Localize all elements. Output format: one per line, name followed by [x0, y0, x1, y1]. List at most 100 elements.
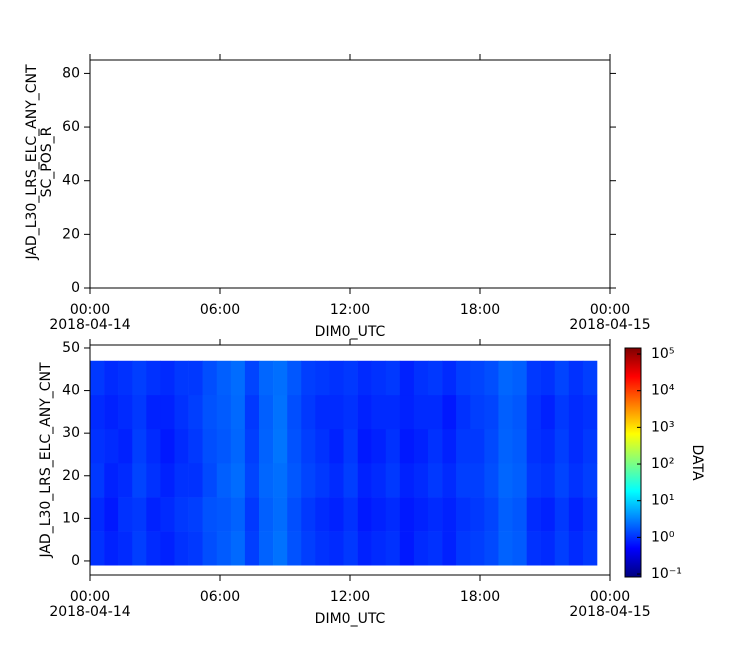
heatmap-cell: [385, 462, 401, 498]
heatmap-cell: [512, 360, 527, 396]
heatmap-cell: [568, 497, 584, 532]
heatmap-cell: [484, 394, 499, 430]
heatmap-cell: [188, 360, 203, 396]
heatmap-cell: [188, 462, 203, 498]
heatmap-cell: [582, 428, 598, 464]
heatmap-cell: [104, 497, 119, 532]
heatmap-cell: [329, 394, 344, 430]
heatmap-cell: [202, 497, 218, 532]
heatmap-cell: [90, 462, 105, 498]
heatmap-cell: [160, 360, 175, 396]
heatmap-cell: [230, 462, 246, 498]
heatmap-cell: [160, 497, 175, 532]
heatmap-cell: [470, 394, 485, 430]
heatmap-cell: [273, 428, 288, 464]
heatmap-cell: [202, 531, 218, 566]
y-tick-label: 20: [62, 468, 80, 484]
heatmap-cell: [399, 497, 415, 532]
heatmap-cell: [301, 360, 316, 396]
heatmap-cell: [442, 462, 457, 498]
heatmap-cell: [498, 462, 513, 498]
heatmap-cell: [259, 428, 274, 464]
y-axis-label: JAD_L30_LRS_ELC_ANY_CNT: [24, 64, 40, 261]
heatmap-cell: [329, 497, 344, 532]
heatmap-cell: [456, 394, 471, 430]
x-tick-date: 2018-04-15: [569, 317, 650, 333]
heatmap-cell: [413, 394, 429, 430]
heatmap-cell: [582, 531, 598, 566]
heatmap-cell: [582, 497, 598, 532]
heatmap-cell: [174, 428, 189, 464]
heatmap-cell: [216, 428, 232, 464]
heatmap-cell: [273, 462, 288, 498]
colorbar: [624, 347, 642, 578]
heatmap-cell: [357, 394, 372, 430]
heatmap-cell: [554, 462, 570, 498]
heatmap-cell: [216, 394, 232, 430]
heatmap-cell: [118, 394, 133, 430]
y-tick-label: 30: [62, 425, 80, 441]
heatmap-cell: [188, 428, 203, 464]
heatmap-cell: [343, 360, 358, 396]
heatmap-cell: [146, 531, 161, 566]
heatmap-cell: [343, 394, 358, 430]
heatmap-cell: [244, 360, 260, 396]
heatmap-cell: [259, 462, 274, 498]
heatmap-cell: [442, 497, 457, 532]
heatmap-cell: [470, 497, 485, 532]
x-tick-label: 18:00: [460, 589, 500, 605]
heatmap-cell: [385, 497, 401, 532]
heatmap-cell: [399, 428, 415, 464]
heatmap-cell: [371, 462, 387, 498]
heatmap-cell: [160, 428, 175, 464]
heatmap-cell: [230, 360, 246, 396]
colorbar-tick-label: 10⁰: [651, 529, 675, 545]
heatmap-cell: [526, 497, 541, 532]
heatmap-cell: [371, 428, 387, 464]
heatmap-cell: [498, 394, 513, 430]
heatmap-cell: [470, 428, 485, 464]
heatmap-cell: [287, 531, 302, 566]
heatmap-cell: [413, 428, 429, 464]
heatmap-cell: [554, 531, 570, 566]
heatmap-cell: [540, 360, 556, 396]
heatmap-cell: [498, 428, 513, 464]
heatmap-cell: [216, 497, 232, 532]
heatmap-cell: [357, 360, 372, 396]
heatmap-cell: [160, 394, 175, 430]
heatmap-cell: [188, 531, 203, 566]
x-tick-label: 12:00: [330, 589, 370, 605]
heatmap-cell: [244, 428, 260, 464]
heatmap-cell: [484, 531, 499, 566]
heatmap-cell: [554, 394, 570, 430]
heatmap-cell: [230, 497, 246, 532]
heatmap-cell: [146, 497, 161, 532]
heatmap-cell: [174, 394, 189, 430]
colorbar-label: DATA: [689, 444, 705, 480]
heatmap-cell: [470, 360, 485, 396]
heatmap-cell: [104, 360, 119, 396]
heatmap-cell: [371, 394, 387, 430]
heatmap-cell: [385, 531, 401, 566]
heatmap-cell: [343, 462, 358, 498]
heatmap-cell: [259, 497, 274, 532]
heatmap-cell: [259, 394, 274, 430]
heatmap-cell: [568, 531, 584, 566]
heatmap-cell: [146, 394, 161, 430]
heatmap-cell: [301, 428, 316, 464]
x-tick-date: 2018-04-15: [569, 604, 650, 620]
colorbar-tick-label: 10³: [651, 419, 674, 435]
heatmap-cell: [329, 462, 344, 498]
y-tick-label: 10: [62, 510, 80, 526]
heatmap-cell: [526, 394, 541, 430]
heatmap-cell: [216, 531, 232, 566]
heatmap-cell: [413, 360, 429, 396]
heatmap-cell: [512, 497, 527, 532]
y-tick-label: 50: [62, 340, 80, 356]
heatmap-cell: [259, 531, 274, 566]
heatmap-cell: [456, 428, 471, 464]
heatmap-cell: [244, 394, 260, 430]
heatmap-cell: [315, 394, 330, 430]
heatmap-cell: [315, 360, 330, 396]
heatmap-cell: [244, 497, 260, 532]
